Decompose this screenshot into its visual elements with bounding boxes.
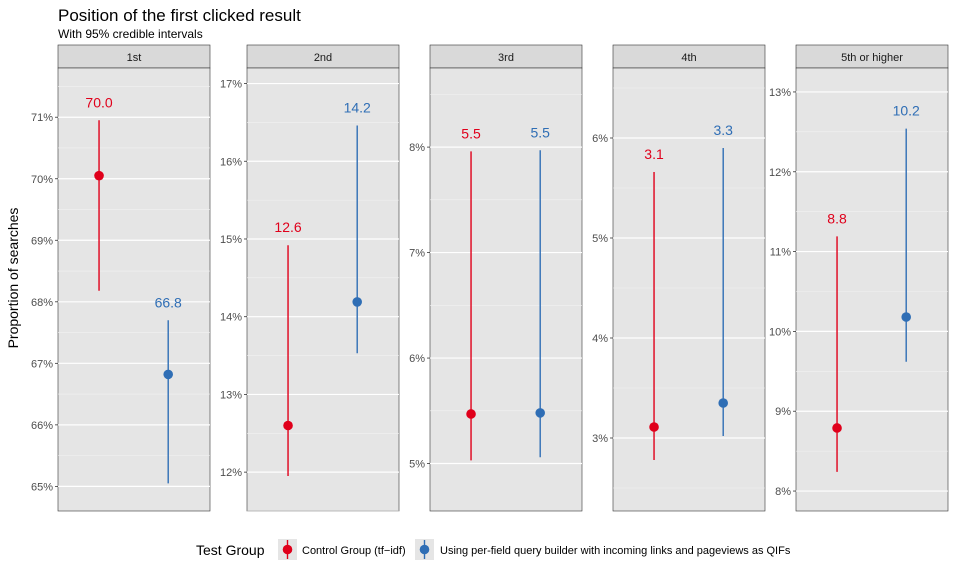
facet-panel: 2nd 12% 13% 14% 15% 16% 17% 12.6 14.2: [220, 44, 400, 512]
y-tick-label: 67%: [31, 358, 53, 370]
y-tick-label: 16%: [220, 156, 242, 168]
legend-label: Using per-field query builder with incom…: [440, 545, 791, 557]
y-tick-label: 10%: [769, 326, 791, 338]
y-tick-label: 15%: [220, 234, 242, 246]
facet-strip-label: 4th: [681, 52, 696, 64]
data-point: [283, 420, 293, 431]
y-tick-label: 13%: [220, 389, 242, 401]
data-label: 70.0: [85, 94, 112, 110]
y-tick-label: 14%: [220, 312, 242, 324]
y-tick-label: 12%: [769, 167, 791, 179]
data-label: 3.1: [644, 146, 664, 162]
y-tick-label: 5%: [409, 459, 425, 471]
panel-background: [246, 67, 400, 512]
panel-background: [429, 67, 583, 512]
y-tick-label: 5%: [592, 233, 608, 245]
y-tick-label: 66%: [31, 420, 53, 432]
y-tick-label: 11%: [770, 247, 791, 259]
facet-strip-label: 3rd: [498, 52, 514, 64]
data-point: [163, 369, 173, 380]
data-label: 8.8: [827, 210, 847, 226]
panel-background: [612, 67, 766, 512]
data-point: [718, 398, 728, 408]
facet-strip-label: 1st: [127, 52, 142, 64]
y-tick-label: 3%: [592, 433, 608, 445]
y-tick-label: 8%: [409, 142, 425, 154]
chart-title: Position of the first clicked result: [58, 6, 301, 25]
y-tick-label: 4%: [592, 333, 608, 345]
y-tick-label: 13%: [769, 87, 791, 99]
y-tick-label: 70%: [31, 174, 53, 186]
y-tick-label: 71%: [31, 112, 53, 124]
facet-panel: 3rd 5% 6% 7% 8% 5.5 5.5: [409, 44, 583, 512]
data-label: 10.2: [893, 103, 920, 119]
facet-panel: 5th or higher 8% 9% 10% 11% 12% 13% 8.8 10.2: [769, 44, 949, 512]
legend-title: Test Group: [196, 542, 265, 558]
y-tick-label: 7%: [409, 248, 425, 260]
data-point: [901, 312, 911, 322]
data-label: 66.8: [155, 294, 182, 310]
data-label: 14.2: [344, 100, 371, 116]
facet-panel: 4th 3% 4% 5% 6% 3.1 3.3: [592, 44, 766, 512]
y-tick-label: 12%: [220, 467, 242, 479]
data-point: [466, 409, 476, 419]
facet-strip-label: 5th or higher: [841, 52, 903, 64]
data-label: 5.5: [530, 124, 550, 140]
y-tick-label: 65%: [31, 481, 53, 493]
y-tick-label: 69%: [31, 235, 53, 247]
legend-key-point: [282, 544, 293, 555]
data-point: [832, 423, 842, 433]
y-tick-label: 8%: [775, 486, 791, 498]
y-tick-label: 68%: [31, 297, 53, 309]
data-point: [649, 422, 659, 432]
panel-background: [57, 67, 211, 512]
facet-panels: 1st 65% 66% 67% 68% 69% 70% 71% 70.0 66.8 2nd 12% 13…: [31, 44, 949, 512]
chart-subtitle: With 95% credible intervals: [58, 27, 203, 41]
data-label: 5.5: [461, 125, 481, 141]
panel-background: [795, 67, 949, 512]
legend-label: Control Group (tf−idf): [302, 545, 406, 557]
facet-panel: 1st 65% 66% 67% 68% 69% 70% 71% 70.0 66.8: [31, 44, 211, 512]
y-tick-label: 9%: [775, 406, 791, 418]
data-point: [352, 297, 363, 307]
facet-strip-label: 2nd: [314, 52, 332, 64]
legend: Test Group Control Group (tf−idf) Using p…: [196, 539, 791, 560]
data-point: [94, 170, 104, 181]
data-label: 3.3: [713, 122, 733, 138]
data-label: 12.6: [274, 219, 301, 235]
data-point: [535, 408, 545, 418]
legend-key-point: [419, 544, 430, 555]
y-tick-label: 6%: [592, 133, 608, 145]
y-tick-label: 6%: [409, 353, 425, 365]
y-axis-title: Proportion of searches: [5, 208, 21, 349]
y-tick-label: 17%: [220, 79, 242, 91]
